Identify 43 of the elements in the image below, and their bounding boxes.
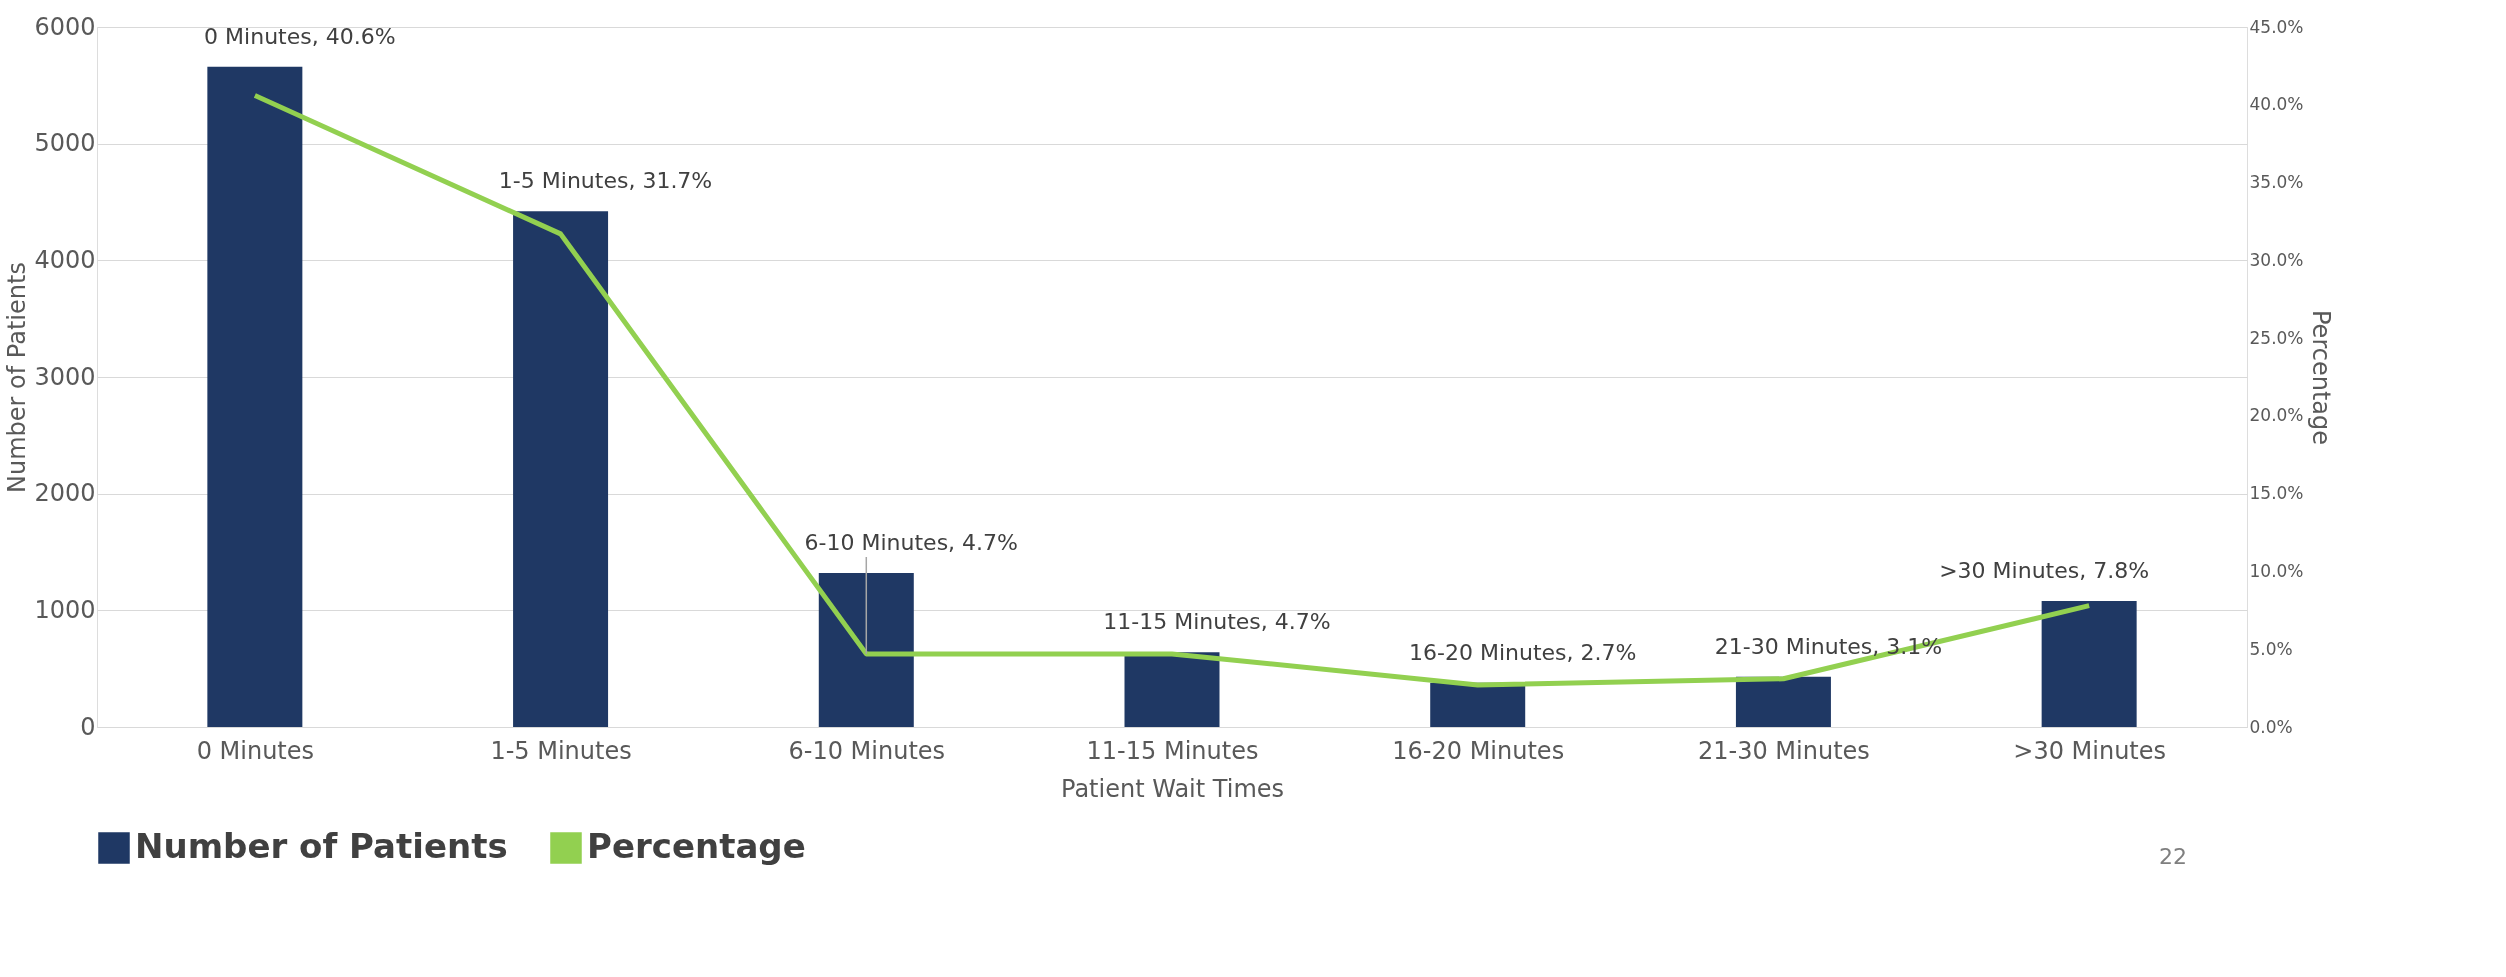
bar <box>1735 676 1831 727</box>
x-axis-title: Patient Wait Times <box>1060 774 1285 803</box>
x-tick-label: 11-15 Minutes <box>1086 736 1259 765</box>
y2-tick-label: 20.0% <box>2249 405 2304 426</box>
y-tick-label: 5000 <box>34 129 96 158</box>
y2-tick-label: 5.0% <box>2249 638 2293 659</box>
y2-tick-label: 10.0% <box>2249 560 2304 581</box>
y2-tick-label: 30.0% <box>2249 249 2304 270</box>
x-tick-label: 0 Minutes <box>196 736 315 765</box>
y2-tick-label: 40.0% <box>2249 94 2304 115</box>
data-label: >30 Minutes, 7.8% <box>1939 558 2150 583</box>
legend-label: Number of Patients <box>135 826 508 866</box>
y-tick-label: 3000 <box>34 362 96 391</box>
x-tick-label: 6-10 Minutes <box>788 736 946 765</box>
y2-tick-label: 25.0% <box>2249 327 2304 348</box>
y-tick-label: 6000 <box>34 12 96 41</box>
bar <box>1430 682 1526 727</box>
x-tick-label: 21-30 Minutes <box>1698 736 1870 765</box>
y2-tick-label: 35.0% <box>2249 172 2304 193</box>
data-label: 11-15 Minutes, 4.7% <box>1103 609 1331 635</box>
legend-label: Percentage <box>587 826 806 866</box>
x-tick-label: >30 Minutes <box>2013 736 2167 765</box>
data-label: 0 Minutes, 40.6% <box>204 23 396 49</box>
y2-tick-label: 45.0% <box>2249 16 2304 37</box>
y-tick-label: 0 <box>80 712 96 741</box>
y-tick-label: 1000 <box>34 595 96 624</box>
data-label: 1-5 Minutes, 31.7% <box>498 168 713 194</box>
text: 22 <box>2159 844 2187 869</box>
y-tick-label: 2000 <box>34 479 96 508</box>
bar <box>513 211 609 727</box>
y2-tick-label: 15.0% <box>2249 483 2304 504</box>
x-tick-label: 1-5 Minutes <box>490 736 632 765</box>
bar <box>2041 601 2137 727</box>
y2-axis-title: Percentage <box>2306 309 2335 446</box>
bar <box>207 66 303 727</box>
bar <box>818 573 914 727</box>
y-axis-title: Number of Patients <box>3 262 32 493</box>
data-label: 6-10 Minutes, 4.7% <box>804 530 1018 555</box>
data-label: 16-20 Minutes, 2.7% <box>1409 639 1637 665</box>
bar <box>1124 652 1220 727</box>
y-tick-label: 4000 <box>34 245 96 274</box>
x-tick-label: 16-20 Minutes <box>1392 736 1565 765</box>
y2-tick-label: 0.0% <box>2249 716 2293 737</box>
